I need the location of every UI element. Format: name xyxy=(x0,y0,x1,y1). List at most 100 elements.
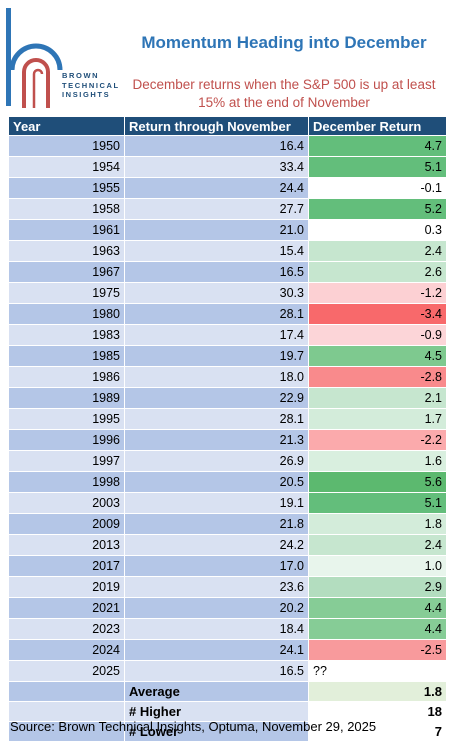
brown-technical-insights-logo xyxy=(6,8,63,108)
table-row: 2024 24.1 -2.5 xyxy=(8,639,447,661)
november-return-cell: 17.4 xyxy=(124,324,309,346)
logo-line: BROWN xyxy=(62,71,100,80)
summary-value: 7 xyxy=(308,721,447,742)
december-return-cell: 4.4 xyxy=(308,618,447,640)
year-cell: 1967 xyxy=(8,261,125,283)
source-note: Source: Brown Technical Insights, Optuma… xyxy=(10,719,377,734)
table-row: 1986 18.0 -2.8 xyxy=(8,366,447,388)
page-subtitle: December returns when the S&P 500 is up … xyxy=(132,77,436,110)
year-cell: 2009 xyxy=(8,513,125,535)
year-cell: 2023 xyxy=(8,618,125,640)
november-return-cell: 30.3 xyxy=(124,282,309,304)
december-return-cell: -0.1 xyxy=(308,177,447,199)
table-row: 1980 28.1 -3.4 xyxy=(8,303,447,325)
december-return-cell: 2.1 xyxy=(308,387,447,409)
december-return-cell: 5.1 xyxy=(308,492,447,514)
summary-spacer xyxy=(8,701,125,722)
table-row: 1989 22.9 2.1 xyxy=(8,387,447,409)
table-row: 2021 20.2 4.4 xyxy=(8,597,447,619)
table-row: 1985 19.7 4.5 xyxy=(8,345,447,367)
table-row: 1958 27.7 5.2 xyxy=(8,198,447,220)
year-cell: 1998 xyxy=(8,471,125,493)
november-return-cell: 20.2 xyxy=(124,597,309,619)
logo-wordmark: BROWN TECHNICAL INSIGHTS xyxy=(62,71,132,100)
november-return-cell: 21.0 xyxy=(124,219,309,241)
summary-row-average: Average 1.8 xyxy=(8,681,447,702)
november-return-cell: 26.9 xyxy=(124,450,309,472)
year-cell: 2025 xyxy=(8,660,125,682)
december-return-cell: -1.2 xyxy=(308,282,447,304)
year-cell: 1975 xyxy=(8,282,125,304)
december-return-cell: 4.4 xyxy=(308,597,447,619)
table-body: 1950 16.4 4.7 1954 33.4 5.1 1955 24.4 -0.1 1958 27… xyxy=(8,135,447,682)
december-return-cell: 5.1 xyxy=(308,156,447,178)
table-row: 1963 15.4 2.4 xyxy=(8,240,447,262)
year-cell: 1995 xyxy=(8,408,125,430)
table-row: 2017 17.0 1.0 xyxy=(8,555,447,577)
year-cell: 2019 xyxy=(8,576,125,598)
november-return-cell: 21.3 xyxy=(124,429,309,451)
table-row: 1983 17.4 -0.9 xyxy=(8,324,447,346)
november-return-cell: 18.0 xyxy=(124,366,309,388)
november-return-cell: 15.4 xyxy=(124,240,309,262)
december-return-cell: 5.2 xyxy=(308,198,447,220)
november-return-cell: 20.5 xyxy=(124,471,309,493)
year-cell: 2003 xyxy=(8,492,125,514)
december-return-cell: 4.5 xyxy=(308,345,447,367)
summary-spacer xyxy=(8,681,125,702)
november-return-cell: 16.5 xyxy=(124,261,309,283)
december-return-cell: -0.9 xyxy=(308,324,447,346)
november-return-cell: 19.7 xyxy=(124,345,309,367)
year-cell: 1950 xyxy=(8,135,125,157)
table-row: 2009 21.8 1.8 xyxy=(8,513,447,535)
logo-line: TECHNICAL xyxy=(62,80,120,90)
november-return-cell: 21.8 xyxy=(124,513,309,535)
december-return-cell: 2.4 xyxy=(308,240,447,262)
year-cell: 1963 xyxy=(8,240,125,262)
year-cell: 2024 xyxy=(8,639,125,661)
december-return-cell: 1.0 xyxy=(308,555,447,577)
table-row: 2003 19.1 5.1 xyxy=(8,492,447,514)
table-row: 1955 24.4 -0.1 xyxy=(8,177,447,199)
summary-label: # Higher xyxy=(124,701,309,722)
column-header-december-return: December Return xyxy=(308,116,447,136)
year-cell: 1961 xyxy=(8,219,125,241)
summary-spacer xyxy=(8,721,125,742)
year-cell: 2017 xyxy=(8,555,125,577)
summary-label: Average xyxy=(124,681,309,702)
december-return-cell: 5.6 xyxy=(308,471,447,493)
page-title: Momentum Heading into December xyxy=(141,33,427,52)
november-return-cell: 28.1 xyxy=(124,408,309,430)
year-cell: 1986 xyxy=(8,366,125,388)
table-row: 2013 24.2 2.4 xyxy=(8,534,447,556)
december-return-cell: 4.7 xyxy=(308,135,447,157)
year-cell: 2013 xyxy=(8,534,125,556)
year-cell: 1955 xyxy=(8,177,125,199)
november-return-cell: 24.4 xyxy=(124,177,309,199)
december-return-cell: -2.8 xyxy=(308,366,447,388)
year-cell: 2021 xyxy=(8,597,125,619)
november-return-cell: 16.5 xyxy=(124,660,309,682)
logo-line: INSIGHTS xyxy=(62,90,111,99)
summary-value: 1.8 xyxy=(308,681,447,702)
december-return-cell: 0.3 xyxy=(308,219,447,241)
returns-table: Year Return through November December Re… xyxy=(8,116,447,742)
table-row: 1967 16.5 2.6 xyxy=(8,261,447,283)
november-return-cell: 22.9 xyxy=(124,387,309,409)
year-cell: 1989 xyxy=(8,387,125,409)
year-cell: 1954 xyxy=(8,156,125,178)
december-return-cell: 2.4 xyxy=(308,534,447,556)
column-header-year: Year xyxy=(8,116,125,136)
november-return-cell: 24.2 xyxy=(124,534,309,556)
year-cell: 1996 xyxy=(8,429,125,451)
table-row: 1995 28.1 1.7 xyxy=(8,408,447,430)
november-return-cell: 18.4 xyxy=(124,618,309,640)
table-row: 1996 21.3 -2.2 xyxy=(8,429,447,451)
november-return-cell: 27.7 xyxy=(124,198,309,220)
november-return-cell: 17.0 xyxy=(124,555,309,577)
year-cell: 1983 xyxy=(8,324,125,346)
table-row: 2025 16.5?? xyxy=(8,660,447,682)
year-cell: 1958 xyxy=(8,198,125,220)
table-row: 1950 16.4 4.7 xyxy=(8,135,447,157)
december-return-cell: 2.9 xyxy=(308,576,447,598)
